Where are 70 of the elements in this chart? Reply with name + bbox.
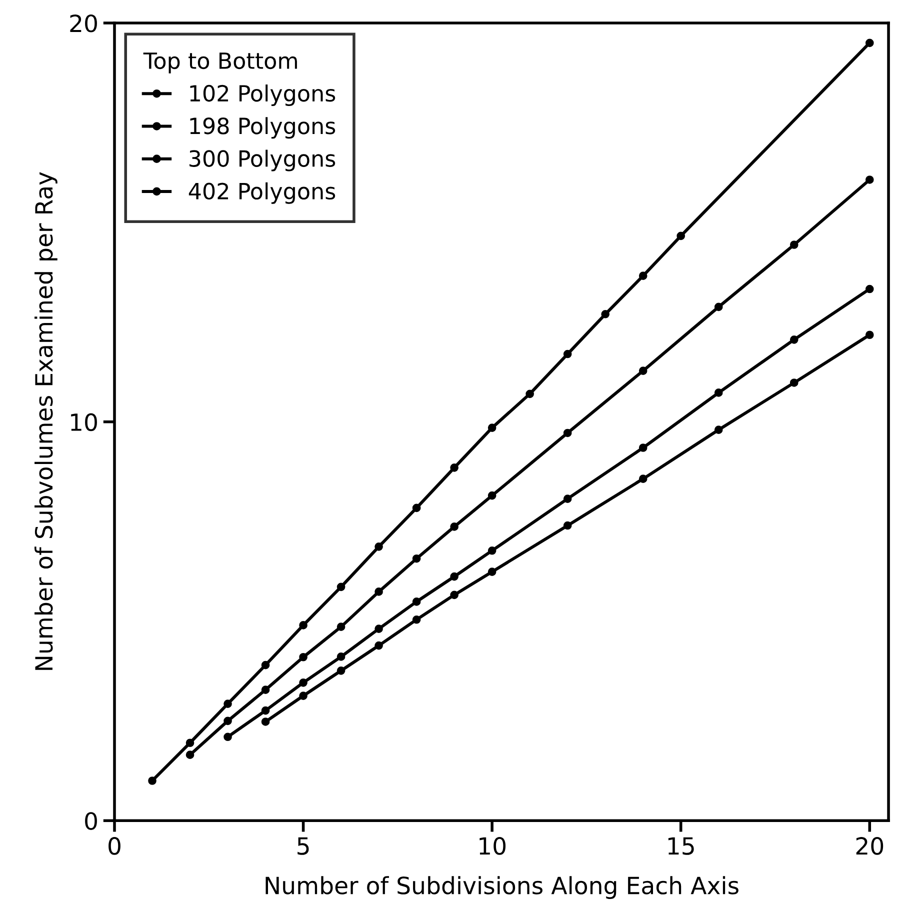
point xyxy=(563,521,572,530)
point xyxy=(865,284,874,294)
x-tick-label: 20 xyxy=(856,837,884,855)
point xyxy=(638,366,648,375)
point xyxy=(412,615,421,624)
point xyxy=(224,716,232,726)
point xyxy=(865,38,874,48)
point xyxy=(790,335,798,344)
point xyxy=(526,390,534,398)
x-tick-label: 5 xyxy=(298,837,309,855)
point xyxy=(299,621,308,630)
point xyxy=(488,424,496,432)
point xyxy=(450,572,458,581)
point xyxy=(299,652,308,662)
y-axis-title: Number of Subvolumes Examined per Ray xyxy=(34,172,58,670)
point xyxy=(412,504,421,512)
x-tick-label: 15 xyxy=(668,837,694,855)
point xyxy=(261,660,270,670)
point xyxy=(261,706,270,715)
y-tick-label: 10 xyxy=(71,413,97,432)
point xyxy=(563,350,572,358)
point xyxy=(261,686,270,694)
point xyxy=(714,302,723,312)
point xyxy=(299,678,308,687)
point xyxy=(450,522,458,531)
point xyxy=(374,542,383,551)
point xyxy=(488,568,496,576)
point xyxy=(638,272,648,280)
point xyxy=(638,444,648,452)
point xyxy=(336,582,346,592)
point xyxy=(714,388,723,397)
legend-title: Top to Bottom xyxy=(143,52,297,74)
point xyxy=(374,641,383,650)
point xyxy=(450,464,458,472)
y-tick-label: 0 xyxy=(85,812,97,830)
x-tick-label: 0 xyxy=(108,837,120,855)
legend-label: 402 Polygons xyxy=(188,182,336,204)
point xyxy=(336,652,346,661)
point xyxy=(224,732,232,742)
point xyxy=(374,624,383,633)
point xyxy=(865,330,874,340)
point xyxy=(148,776,156,785)
y-tick-label: 20 xyxy=(70,14,97,32)
point xyxy=(563,428,572,438)
x-axis-title: Number of Subdivisions Along Each Axis xyxy=(266,876,738,899)
x-tick-label: 10 xyxy=(480,837,506,855)
point xyxy=(186,750,194,759)
point xyxy=(412,598,421,606)
point xyxy=(186,738,194,748)
legend-label: 102 Polygons xyxy=(190,84,336,106)
point xyxy=(601,310,610,318)
point xyxy=(336,666,346,675)
point xyxy=(638,474,648,484)
point xyxy=(412,554,421,563)
point xyxy=(488,546,496,555)
legend-label: 300 Polygons xyxy=(190,150,336,172)
point xyxy=(261,718,270,726)
point xyxy=(676,232,686,240)
point xyxy=(790,240,798,249)
point xyxy=(336,622,346,631)
point xyxy=(299,692,308,700)
point xyxy=(563,494,572,503)
point xyxy=(865,176,874,184)
legend-label: 198 Polygons xyxy=(190,117,336,139)
point xyxy=(714,426,723,434)
point xyxy=(790,378,798,387)
point xyxy=(224,700,232,708)
point xyxy=(488,491,496,500)
point xyxy=(450,590,458,600)
point xyxy=(374,588,383,596)
